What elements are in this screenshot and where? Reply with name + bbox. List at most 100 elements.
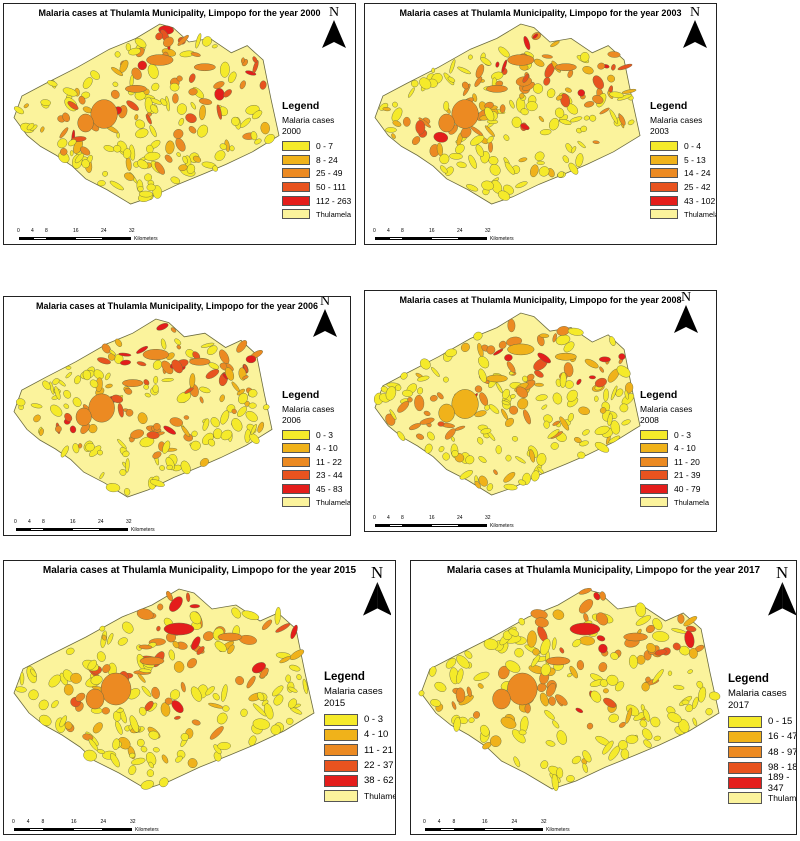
village-polygon xyxy=(584,101,595,108)
village-polygon xyxy=(503,483,518,491)
village-polygon xyxy=(566,389,578,402)
legend-item: 4 - 10 xyxy=(282,442,350,456)
village-polygon xyxy=(611,64,616,71)
village-polygon xyxy=(592,75,604,90)
village-polygon xyxy=(493,348,504,356)
village-polygon xyxy=(437,421,445,427)
village-polygon xyxy=(624,390,629,400)
village-polygon xyxy=(30,403,43,409)
legend-item: 11 - 21 xyxy=(324,743,395,758)
legend-item: 23 - 44 xyxy=(282,469,350,483)
legend-class-label: 22 - 37 xyxy=(364,760,394,772)
scale-bar-segment xyxy=(425,828,440,831)
scale-tick-label: 24 xyxy=(457,515,463,521)
village-polygon xyxy=(60,148,68,156)
village-polygon xyxy=(515,386,528,399)
village-polygon xyxy=(478,356,490,369)
village-polygon xyxy=(197,124,209,138)
village-polygon xyxy=(667,670,673,676)
legend-swatch xyxy=(640,443,668,454)
scale-bar-segment xyxy=(75,237,103,240)
village-polygon xyxy=(136,346,149,354)
village-polygon xyxy=(161,754,169,764)
village-polygon xyxy=(219,394,225,403)
village-polygon xyxy=(138,644,153,650)
village-polygon xyxy=(594,441,610,453)
legend-heading: Legend xyxy=(282,389,320,401)
village-polygon xyxy=(195,33,202,49)
village-polygon xyxy=(188,73,196,83)
village-polygon xyxy=(173,661,185,673)
scale-tick-label: 32 xyxy=(126,519,132,525)
village-polygon xyxy=(250,131,258,141)
village-polygon xyxy=(229,145,235,152)
legend-item: 0 - 4 xyxy=(650,139,716,153)
village-polygon xyxy=(176,75,183,82)
legend-item: 14 - 24 xyxy=(650,166,716,180)
village-polygon xyxy=(554,107,565,118)
village-polygon xyxy=(128,47,141,56)
village-polygon xyxy=(241,610,260,621)
village-polygon xyxy=(547,429,560,439)
village-polygon xyxy=(603,388,609,402)
village-polygon xyxy=(507,54,535,66)
north-label: N xyxy=(775,563,789,582)
village-polygon xyxy=(523,36,531,50)
village-polygon xyxy=(681,699,690,705)
village-polygon xyxy=(615,388,624,397)
map-panel: Malaria cases at Thulamla Municipality, … xyxy=(364,3,717,245)
village-polygon xyxy=(552,720,560,729)
scale-tick-label: 8 xyxy=(401,515,404,521)
village-polygon xyxy=(599,107,610,115)
village-polygon xyxy=(407,87,415,98)
arrow-icon xyxy=(683,20,707,48)
village-polygon xyxy=(575,707,584,713)
village-polygon xyxy=(518,617,525,626)
village-polygon xyxy=(430,699,441,707)
village-polygon xyxy=(140,780,155,790)
village-polygon xyxy=(252,703,267,717)
village-polygon xyxy=(262,404,270,411)
village-polygon xyxy=(536,160,545,165)
legend-heading: Legend xyxy=(324,671,365,683)
village-polygon xyxy=(684,630,695,649)
village-polygon xyxy=(507,672,538,706)
legend-base-label: Thulamela xyxy=(674,497,710,507)
village-polygon xyxy=(85,688,105,710)
village-polygon xyxy=(507,318,516,333)
village-polygon xyxy=(188,88,198,96)
village-polygon xyxy=(219,61,230,78)
village-polygon xyxy=(460,342,470,352)
village-polygon xyxy=(219,143,227,150)
scale-bar-segment xyxy=(431,237,459,240)
village-polygon xyxy=(163,425,176,435)
village-polygon xyxy=(231,418,243,432)
village-polygon xyxy=(468,717,475,723)
village-polygon xyxy=(415,433,425,440)
legend-item: 0 - 3 xyxy=(282,428,350,442)
legend: Legend Malaria cases 2003 0 - 4 5 - 13 14 - 2… xyxy=(650,100,716,221)
village-polygon xyxy=(122,148,132,159)
village-polygon xyxy=(242,375,249,380)
village-polygon xyxy=(570,146,577,154)
village-polygon xyxy=(467,54,473,60)
legend-swatch xyxy=(728,792,762,805)
village-polygon xyxy=(414,394,425,412)
village-polygon xyxy=(191,636,201,650)
village-polygon xyxy=(137,673,146,683)
village-polygon xyxy=(48,674,62,688)
village-polygon xyxy=(90,675,103,685)
legend-item: 0 - 15 xyxy=(728,714,796,729)
village-polygon xyxy=(535,394,548,402)
north-arrow-icon: N xyxy=(680,6,710,55)
legend-heading: Legend xyxy=(282,100,320,112)
village-polygon xyxy=(418,690,425,697)
scale-tick-label: 16 xyxy=(482,819,488,825)
village-polygon xyxy=(519,93,525,99)
scale-bar: 0 4 8 16 24 32 Kilometers xyxy=(14,519,168,535)
village-polygon xyxy=(474,410,487,418)
legend-swatch xyxy=(728,776,762,789)
legend-item: Thulamela xyxy=(324,788,395,803)
village-polygon xyxy=(603,688,609,694)
village-polygon xyxy=(447,76,456,83)
